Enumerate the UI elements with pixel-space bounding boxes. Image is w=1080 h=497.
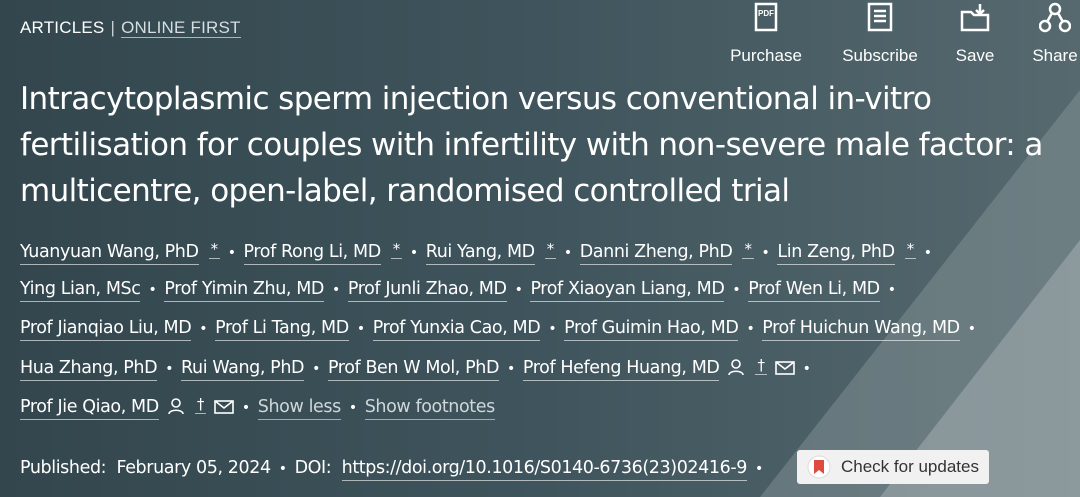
author-name[interactable]: Ying Lian, MSc [20,279,141,302]
separator: • [165,361,174,377]
toggle-link[interactable]: Show footnotes [364,397,495,420]
author-name[interactable]: Danni Zheng, PhD [579,242,733,265]
separator: • [312,361,320,377]
separator: • [514,282,523,298]
action-icon [960,4,990,32]
updates-icon [807,455,831,479]
author-name[interactable]: Prof Hefeng Huang, MD [522,358,720,381]
separator: • [967,321,976,337]
separator: • [732,282,741,298]
author-name[interactable]: Prof Jie Qiao, MD [20,397,159,420]
mail-icon[interactable] [214,399,234,415]
author-name[interactable]: Prof Ben W Mol, PhD [327,358,499,381]
separator: • [199,321,208,337]
action-icon [1039,2,1071,33]
divider: | [110,18,116,37]
separator: • [278,461,287,477]
author-mark[interactable]: * [208,240,220,259]
person-icon[interactable] [727,358,745,376]
author-name[interactable]: Prof Jianqiao Liu, MD [20,318,192,341]
author-name[interactable]: Lin Zeng, PhD [777,242,895,265]
action-label: Save [955,46,995,65]
author-row: Hua Zhang, PhD • Rui Wang, PhD • Prof Ben W … [20,356,818,381]
icon-text: PDF [758,9,774,18]
doi-label: DOI: [294,458,332,478]
author-name[interactable]: Yuanyuan Wang, PhD [20,242,199,265]
mail-icon[interactable] [774,360,795,376]
separator: • [887,282,896,298]
action-button[interactable]: PDF Purchase [706,0,826,66]
action-icon: PDF [754,2,778,32]
author-name[interactable]: Rui Yang, MD [425,242,535,265]
author-mark[interactable]: * [742,240,754,259]
action-label: Share [1032,46,1078,65]
author-name[interactable]: Prof Xiaoyan Liang, MD [530,279,725,302]
check-updates-button[interactable]: Check for updates [797,450,989,484]
author-mark[interactable]: † [755,356,767,375]
person-icon[interactable] [167,397,185,415]
author-name[interactable]: Prof Rong Li, MD [243,242,381,265]
separator: • [241,400,250,416]
author-name[interactable]: Hua Zhang, PhD [20,358,158,381]
author-mark[interactable]: * [904,240,916,259]
published-date: February 05, 2024 [116,458,271,478]
separator: • [507,361,515,377]
author-row: Yuanyuan Wang, PhD * • Prof Rong Li, MD * • Ru… [20,240,940,265]
author-name[interactable]: Prof Yimin Zhu, MD [164,279,324,302]
separator: • [761,245,770,261]
separator: • [332,282,340,298]
author-name[interactable]: Prof Huichun Wang, MD [762,318,960,341]
separator: • [356,321,365,337]
action-icon [867,2,893,32]
doi-link[interactable]: https://doi.org/10.1016/S0140-6736(23)02… [341,458,747,481]
separator: • [802,361,811,377]
author-name[interactable]: Prof Wen Li, MD [748,279,880,302]
subsection[interactable]: ONLINE FIRST [121,18,241,38]
separator: • [548,321,557,337]
separator: • [148,282,157,298]
separator: • [227,245,236,261]
author-row: Ying Lian, MSc • Prof Yimin Zhu, MD • Prof J… [20,279,904,302]
author-mark[interactable]: * [390,240,402,259]
author-row: Prof Jianqiao Liu, MD • Prof Li Tang, MD • P… [20,318,984,341]
publication-info: Published: February 05, 2024 • DOI: https:… [20,458,771,481]
breadcrumb: ARTICLES | ONLINE FIRST [20,18,241,38]
author-name[interactable]: Prof Li Tang, MD [215,318,349,341]
author-name[interactable]: Prof Yunxia Cao, MD [372,318,541,341]
separator: • [563,245,572,261]
action-button[interactable]: Save [915,0,1035,66]
published-label: Published: [20,458,107,478]
separator: • [746,321,755,337]
author-name[interactable]: Prof Junli Zhao, MD [347,279,507,302]
separator: • [409,245,418,261]
button-label: Check for updates [841,457,979,476]
action-button[interactable]: Share [995,0,1080,66]
author-name[interactable]: Prof Guimin Hao, MD [564,318,739,341]
article-title: Intracytoplasmic sperm injection versus … [20,81,1043,209]
author-name[interactable]: Rui Wang, PhD [181,358,304,381]
separator: • [923,245,932,261]
toggle-link[interactable]: Show less [257,397,341,420]
action-label: Purchase [730,46,802,65]
separator: • [348,400,357,416]
action-label: Subscribe [842,46,918,65]
section[interactable]: ARTICLES [20,18,105,37]
separator: • [755,461,763,477]
author-mark[interactable]: † [194,395,206,414]
action-button[interactable]: Subscribe [820,0,940,66]
author-mark[interactable]: * [544,240,556,259]
author-row: Prof Jie Qiao, MD † • Show less • Show footno… [20,395,495,420]
